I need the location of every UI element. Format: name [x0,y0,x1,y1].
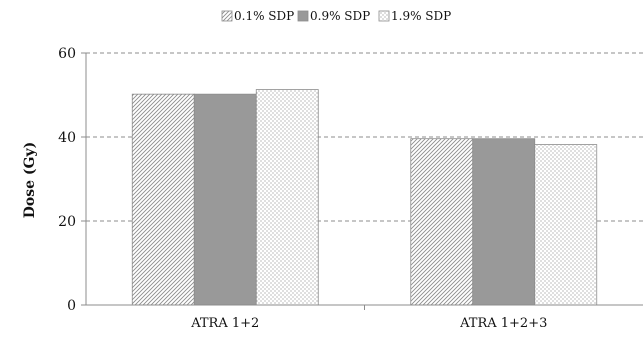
legend-swatch-1 [297,10,309,22]
y-tick-label-0: 0 [67,298,76,314]
legend-item-2: 1.9% SDP [378,9,451,23]
x-category-labels: ATRA 1+2 ATRA 1+2+3 [190,316,547,331]
legend-swatch-2 [378,10,390,22]
legend-item-1: 0.9% SDP [297,9,370,23]
y-tick-label-20: 20 [58,214,76,230]
bar-1-0 [193,93,257,306]
legend-label-0: 0.1% SDP [234,9,294,23]
legend: 0.1% SDP 0.9% SDP 1.9% SDP [221,9,451,23]
axes [85,53,643,310]
y-tick-label-60: 60 [58,46,76,62]
x-category-label-1: ATRA 1+2+3 [459,316,547,331]
bars [131,89,598,306]
x-category-label-0: ATRA 1+2 [190,316,259,331]
bar-2-0 [255,89,319,306]
y-tick-labels: 0 20 40 60 [58,46,86,314]
legend-swatch-0 [221,10,233,22]
legend-item-0: 0.1% SDP [221,9,294,23]
legend-label-1: 0.9% SDP [310,9,370,23]
y-axis-title: Dose (Gy) [22,142,38,218]
bar-0-0 [131,93,195,306]
legend-label-2: 1.9% SDP [391,9,451,23]
y-tick-label-40: 40 [58,130,76,146]
bar-0-1 [410,138,474,306]
bar-2-1 [534,144,598,306]
bar-1-1 [472,138,536,306]
